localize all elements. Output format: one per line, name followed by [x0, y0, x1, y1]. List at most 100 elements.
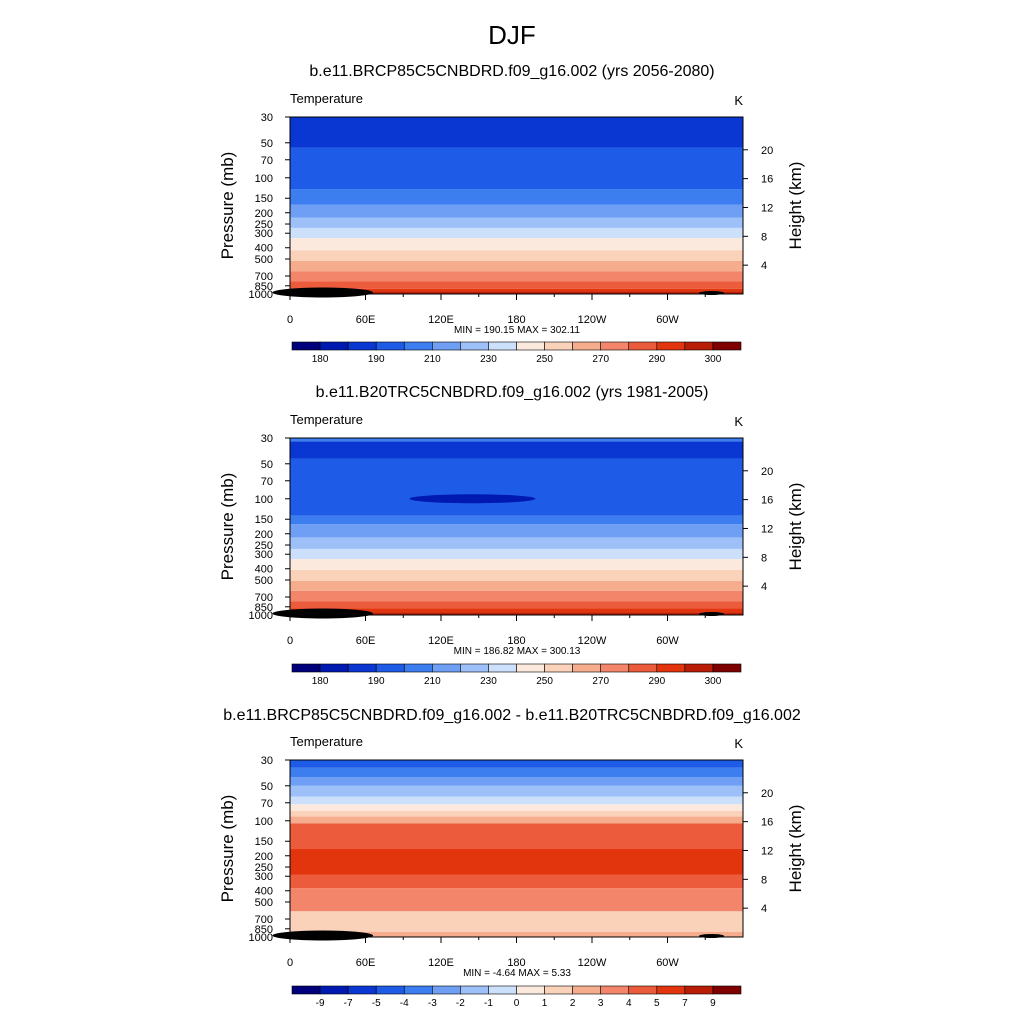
height-tick-label: 12	[761, 845, 773, 857]
page-title: DJF	[488, 20, 536, 50]
pressure-tick-label: 400	[255, 886, 273, 898]
pressure-tick-label: 200	[255, 851, 273, 863]
colorbar-label: -3	[428, 998, 437, 1009]
colorbar-swatch-3-12	[600, 985, 630, 995]
pressure-tick-label: 250	[255, 219, 273, 231]
colorbar-label: -5	[372, 998, 381, 1009]
colorbar-swatch-2-16	[712, 663, 742, 673]
contour-band-2-14	[290, 438, 743, 442]
terrain-1-1	[272, 287, 374, 298]
pressure-tick-label: 1000	[249, 289, 273, 301]
colorbar-label: 180	[312, 676, 329, 687]
colorbar-swatch-2-15	[684, 663, 714, 673]
contour-band-3-9	[290, 804, 743, 811]
colorbar-swatch-3-7	[460, 985, 489, 995]
contour-band-1-9	[290, 217, 743, 228]
pressure-tick-label: 1000	[249, 610, 273, 622]
contour-band-1-3	[290, 281, 743, 289]
pressure-tick-label: 30	[261, 433, 273, 445]
pressure-tick-label: 70	[261, 155, 273, 167]
pressure-tick-label: 850	[255, 924, 273, 936]
colorbar-swatch-2-10	[544, 663, 573, 673]
pressure-tick-label: 500	[255, 254, 273, 266]
pressure-tick-label: 300	[255, 549, 273, 561]
colorbar-swatch-1-11	[572, 341, 601, 351]
lon-tick-label: 120E	[428, 957, 454, 969]
colorbar-label: -1	[484, 998, 493, 1009]
contour-band-2-8	[290, 548, 743, 560]
colorbar-label: 5	[654, 998, 660, 1009]
contour-band-1-6	[290, 250, 743, 261]
colorbar-label: -2	[456, 998, 465, 1009]
colorbar-label: 4	[626, 998, 632, 1009]
colorbar-label: -4	[400, 998, 409, 1009]
pressure-tick-label: 400	[255, 243, 273, 255]
pressure-tick-label: 100	[255, 494, 273, 506]
contour-band-3-8	[290, 810, 743, 817]
panel-2-title: b.e11.B20TRC5CNBDRD.f09_g16.002 (yrs 198…	[315, 384, 709, 401]
contour-band-3-10	[290, 796, 743, 805]
colorbar-label: 300	[705, 354, 722, 365]
pressure-tick-label: 100	[255, 173, 273, 185]
height-tick-label: 20	[761, 466, 773, 478]
contour-band-3-12	[290, 776, 743, 786]
colorbar-swatch-1-8	[488, 341, 517, 351]
colorbar-swatch-2-2	[319, 663, 349, 673]
variable-label: Temperature	[290, 412, 363, 427]
height-tick-label: 4	[761, 581, 767, 593]
contour-band-2-10	[290, 524, 743, 538]
contour-band-2-5	[290, 581, 743, 591]
colorbar-swatch-3-5	[403, 985, 433, 995]
contour-band-3-4	[290, 874, 743, 889]
colorbar-swatch-3-4	[375, 985, 405, 995]
pressure-tick-label: 70	[261, 798, 273, 810]
contour-band-3-1	[290, 931, 743, 937]
contour-band-2-13	[290, 441, 743, 459]
colorbar-label: 300	[705, 676, 722, 687]
colorbar-swatch-3-2	[319, 985, 349, 995]
pressure-tick-label: 300	[255, 871, 273, 883]
colorbar-label: 190	[368, 354, 385, 365]
pressure-tick-label: 850	[255, 281, 273, 293]
pressure-tick-label: 150	[255, 193, 273, 205]
pressure-tick-label: 200	[255, 529, 273, 541]
y-axis-title: Pressure (mb)	[218, 152, 237, 260]
contour-band-2-12	[290, 458, 743, 516]
pressure-tick-label: 50	[261, 459, 273, 471]
colorbar-label: 230	[480, 676, 497, 687]
pressure-tick-label: 150	[255, 836, 273, 848]
lon-tick-label: 120W	[578, 635, 607, 647]
colorbar-label: 210	[424, 354, 441, 365]
pressure-tick-label: 500	[255, 575, 273, 587]
colorbar-swatch-3-11	[572, 985, 601, 995]
lon-tick-label: 180	[507, 635, 525, 647]
lon-tick-label: 60W	[656, 635, 679, 647]
colorbar-swatch-1-7	[460, 341, 489, 351]
colorbar-swatch-2-5	[403, 663, 433, 673]
height-tick-label: 4	[761, 903, 767, 915]
pressure-tick-label: 150	[255, 514, 273, 526]
colorbar-label: 9	[710, 998, 716, 1009]
lon-tick-label: 0	[287, 314, 293, 326]
colorbar-label: -9	[316, 998, 325, 1009]
height-tick-label: 16	[761, 174, 773, 186]
colorbar-label: 190	[368, 676, 385, 687]
pressure-tick-label: 70	[261, 476, 273, 488]
colorbar-swatch-3-15	[684, 985, 714, 995]
colorbar-swatch-1-12	[600, 341, 630, 351]
pressure-tick-label: 50	[261, 781, 273, 793]
y-axis-title: Pressure (mb)	[218, 473, 237, 581]
height-tick-label: 8	[761, 231, 767, 243]
terrain-3-1	[272, 930, 374, 941]
contour-band-1-4	[290, 271, 743, 282]
contour-band-2-4	[290, 590, 743, 602]
colorbar-swatch-3-13	[628, 985, 658, 995]
terrain-2-1	[272, 608, 374, 619]
pressure-tick-label: 250	[255, 862, 273, 874]
colorbar-swatch-3-1	[291, 985, 321, 995]
pressure-tick-label: 850	[255, 602, 273, 614]
height-tick-label: 20	[761, 145, 773, 157]
colorbar-swatch-2-1	[291, 663, 321, 673]
contour-band-1-7	[290, 238, 743, 251]
